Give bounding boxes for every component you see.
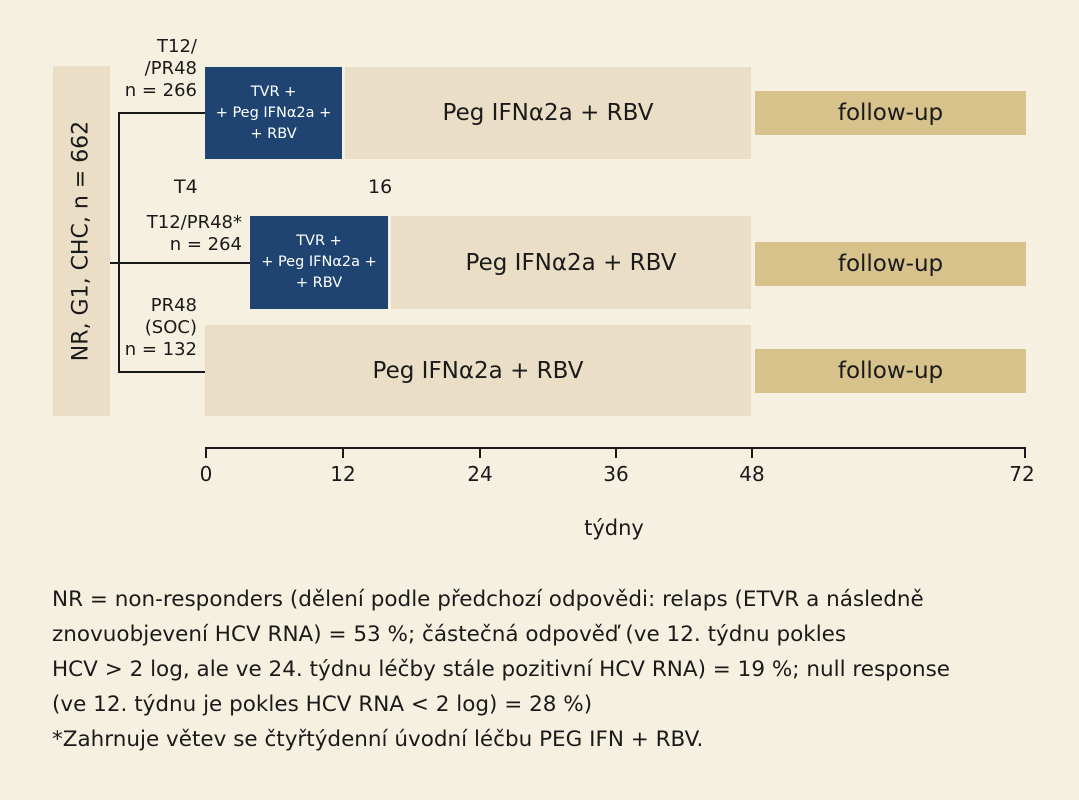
axis-tick-48 [751, 447, 753, 458]
axis-tick-label-0: 0 [199, 462, 213, 486]
caption-line2: znovuobjevení HCV RNA) = 53 %; částečná … [52, 622, 847, 647]
arm2-tvr-line1: TVR + [296, 233, 342, 249]
arm1-label: T12/ /PR48 n = 266 [77, 36, 197, 102]
arm3-label-line1: PR48 [150, 295, 197, 316]
branch-horizontal-arm1 [118, 112, 205, 114]
arm2-tvr-line2: + Peg IFNα2a + [261, 254, 377, 270]
axis-tick-0 [205, 447, 207, 458]
arm2-label-line1: T12/PR48* [146, 212, 242, 233]
axis-tick-label-72: 72 [1009, 462, 1035, 486]
arm1-followup-box: follow-up [755, 91, 1026, 135]
arm2-tvr-box: TVR + + Peg IFNα2a + + RBV [250, 216, 388, 309]
axis-label: týdny [584, 516, 644, 540]
branch-vertical-line [118, 113, 120, 372]
marker-week16: 16 [368, 176, 393, 198]
arm2-peg-box: Peg IFNα2a + RBV [391, 216, 751, 309]
population-box: NR, G1, CHC, n = 662 [53, 66, 110, 416]
arm1-tvr-line1: TVR + [250, 83, 297, 100]
arm2-tvr-line3: + RBV [295, 275, 343, 291]
branch-horizontal-arm2 [118, 262, 250, 264]
branch-stub-population [110, 262, 120, 264]
arm1-tvr-line2: + Peg IFNα2a + [215, 104, 332, 121]
axis-tick-label-24: 24 [467, 462, 493, 486]
axis-tick-label-12: 12 [330, 462, 356, 486]
caption-line4: (ve 12. týdnu je pokles HCV RNA < 2 log)… [52, 692, 593, 717]
arm1-tvr-line3: + RBV [250, 125, 297, 142]
arm3-followup-box: follow-up [755, 349, 1026, 393]
arm2-label-line2: n = 264 [169, 234, 242, 255]
axis-tick-72 [1024, 447, 1026, 458]
caption-line5: *Zahrnuje větev se čtyřtýdenní úvodní lé… [52, 727, 704, 752]
arm1-tvr-box: TVR + + Peg IFNα2a + + RBV [205, 67, 342, 159]
axis-tick-12 [342, 447, 344, 458]
axis-tick-36 [615, 447, 617, 458]
caption-line1: NR = non-responders (dělení podle předch… [52, 587, 924, 612]
arm3-label-line3: n = 132 [124, 339, 197, 360]
caption: NR = non-responders (dělení podle předch… [52, 582, 1052, 757]
arm3-label-line2: (SOC) [144, 317, 197, 338]
arm2-followup-box: follow-up [755, 242, 1026, 286]
axis-tick-label-36: 36 [603, 462, 629, 486]
axis-tick-label-48: 48 [739, 462, 765, 486]
arm3-label: PR48 (SOC) n = 132 [77, 295, 197, 361]
arm1-peg-box: Peg IFNα2a + RBV [345, 67, 751, 159]
arm1-label-line3: n = 266 [124, 80, 197, 101]
arm3-peg-box: Peg IFNα2a + RBV [205, 325, 751, 416]
branch-horizontal-arm3 [118, 371, 205, 373]
arm2-label: T12/PR48* n = 264 [102, 212, 242, 256]
caption-line3: HCV > 2 log, ale ve 24. týdnu léčby stál… [52, 657, 951, 682]
arm1-label-line1: T12/ [157, 36, 197, 57]
arm1-label-line2: /PR48 [144, 58, 197, 79]
axis-tick-24 [479, 447, 481, 458]
marker-t4: T4 [174, 176, 198, 198]
